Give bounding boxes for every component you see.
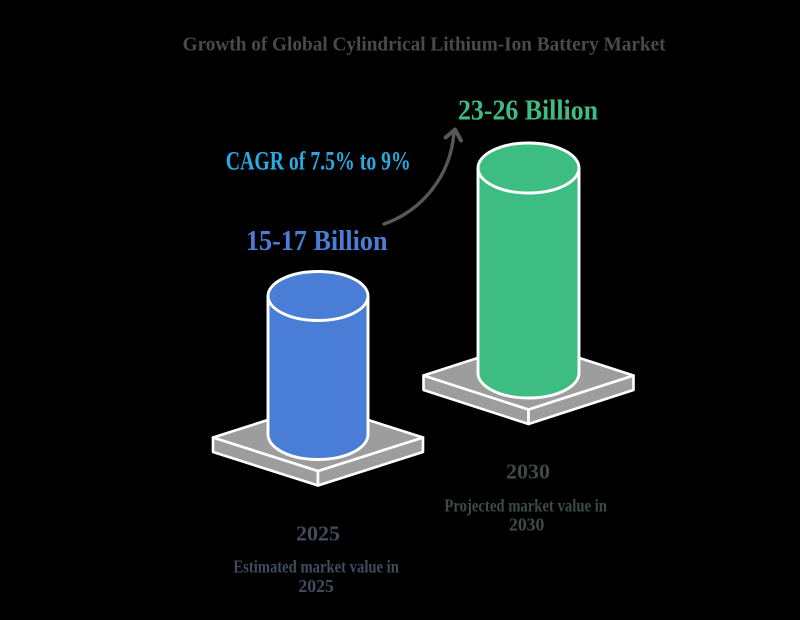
- svg-text:2025: 2025: [296, 522, 340, 546]
- svg-text:2030: 2030: [509, 515, 544, 535]
- svg-text:2025: 2025: [298, 576, 333, 596]
- svg-text:2030: 2030: [506, 460, 550, 484]
- svg-text:Projected market value in: Projected market value in: [444, 496, 607, 516]
- svg-text:CAGR of 7.5% to 9%: CAGR of 7.5% to 9%: [226, 147, 411, 176]
- svg-text:Growth of Global Cylindrical L: Growth of Global Cylindrical Lithium-Ion…: [183, 33, 666, 55]
- svg-text:15-17 Billion: 15-17 Billion: [246, 225, 388, 257]
- svg-text:23-26 Billion: 23-26 Billion: [458, 95, 598, 127]
- svg-text:Estimated market value in: Estimated market value in: [233, 557, 399, 577]
